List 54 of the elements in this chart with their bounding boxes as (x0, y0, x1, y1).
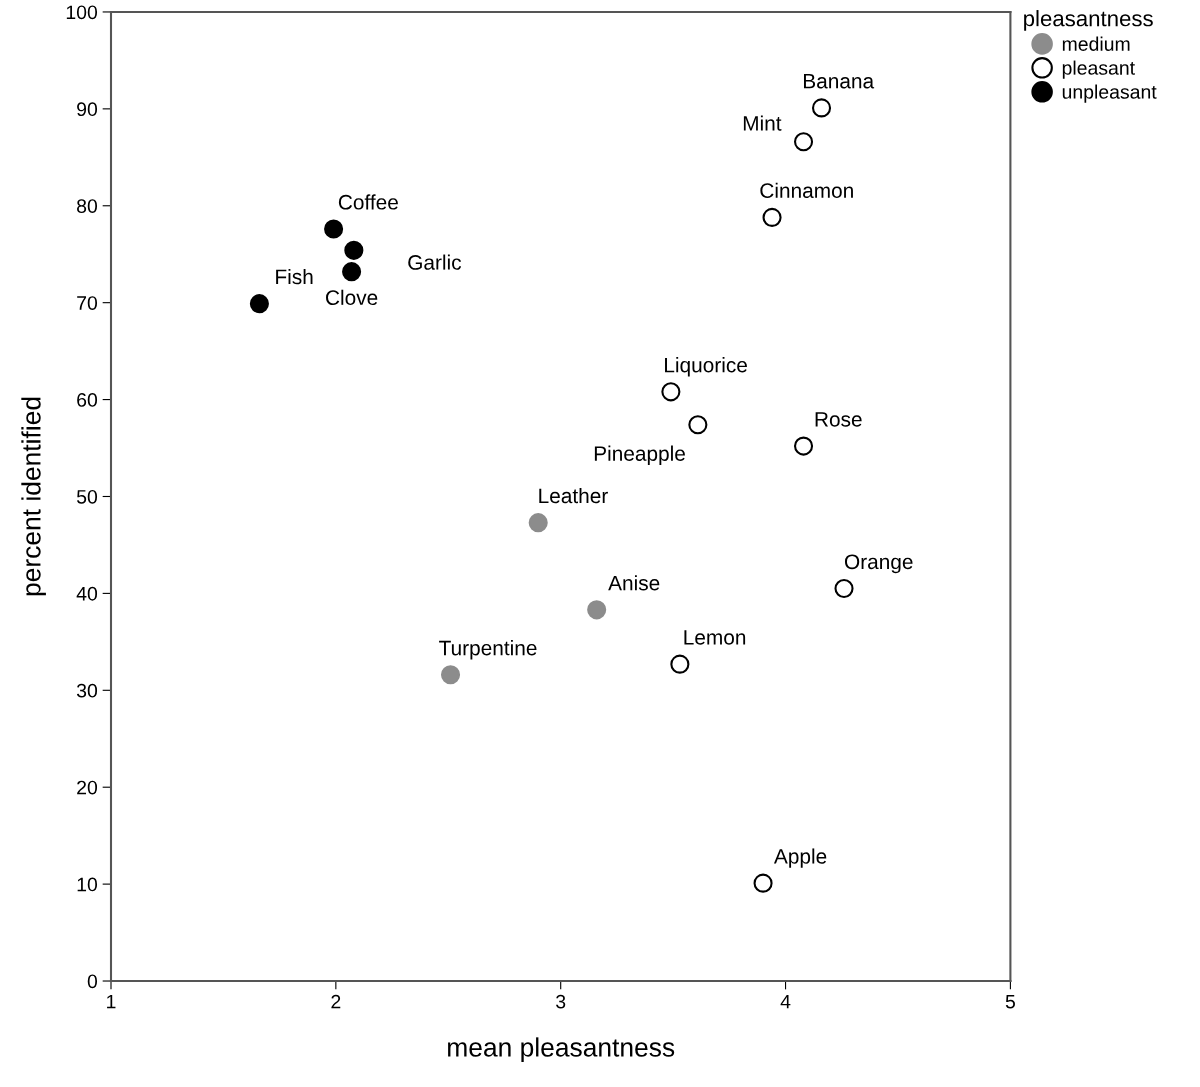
annotation: Cinnamon (760, 182, 853, 198)
point (793, 436, 814, 456)
y-tick-label: 90 (77, 102, 98, 117)
point (324, 219, 344, 239)
annotation: Apple (773, 848, 827, 868)
point (834, 579, 854, 599)
point (342, 262, 362, 282)
point (762, 207, 782, 227)
y-tick-label: 70 (77, 296, 98, 310)
annotation: Orange (844, 554, 913, 574)
point (249, 294, 269, 314)
y-tick-label: 50 (76, 489, 98, 504)
y-tick-label: 20 (77, 780, 98, 795)
annotation: Banana (803, 73, 875, 89)
x-axis-title: mean pleasantness (448, 1037, 675, 1062)
point (528, 513, 548, 533)
legend-title: pleasantness (1024, 10, 1153, 31)
x-tick-label: 2 (331, 994, 341, 1009)
point (344, 240, 364, 260)
y-tick-label: 100 (66, 5, 98, 20)
annotation: Clove (326, 289, 378, 306)
y-tick-label: 40 (76, 586, 98, 601)
annotation: Leather (539, 487, 608, 504)
annotation: Rose (815, 412, 862, 427)
annotation: Liquorice (665, 357, 747, 377)
annotation: Turpentine (439, 640, 537, 660)
point (661, 382, 681, 402)
point (688, 415, 708, 435)
legend-label: pleasant (1062, 60, 1135, 79)
annotation: Mint (743, 115, 782, 131)
y-tick-label: 30 (76, 683, 98, 698)
x-tick-label: 1 (107, 994, 116, 1009)
annotation: Anise (608, 575, 660, 591)
annotation: Garlic (408, 254, 462, 270)
point (753, 873, 773, 893)
y-tick-label: 0 (87, 974, 98, 989)
x-tick-label: 5 (1005, 994, 1015, 1009)
annotation: Coffee (338, 194, 398, 210)
point (440, 665, 461, 685)
x-tick-label: 4 (780, 994, 791, 1009)
point (587, 600, 607, 620)
point (793, 132, 814, 152)
point (670, 654, 690, 674)
point (811, 98, 832, 118)
y-tick-label: 80 (77, 199, 98, 214)
annotation: Pineapple (594, 445, 685, 466)
y-tick-label: 10 (77, 877, 98, 892)
annotation: Lemon (684, 630, 746, 645)
y-tick-label: 60 (77, 393, 98, 407)
x-tick-label: 3 (556, 994, 566, 1009)
y-axis-title: percent identified (21, 397, 46, 596)
legend-label: medium (1062, 36, 1130, 51)
legend-label: unpleasant (1062, 84, 1157, 103)
annotation: Fish (276, 268, 313, 285)
